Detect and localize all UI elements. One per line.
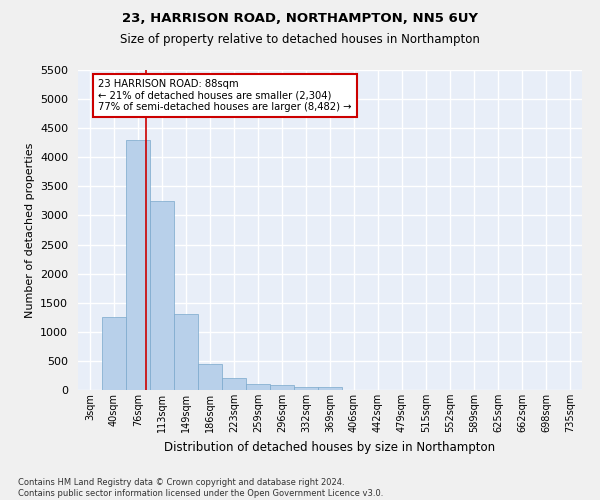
Bar: [294, 386, 318, 390]
Bar: [246, 384, 270, 390]
Bar: [126, 140, 150, 390]
X-axis label: Distribution of detached houses by size in Northampton: Distribution of detached houses by size …: [164, 440, 496, 454]
Bar: [222, 378, 246, 390]
Text: 23, HARRISON ROAD, NORTHAMPTON, NN5 6UY: 23, HARRISON ROAD, NORTHAMPTON, NN5 6UY: [122, 12, 478, 26]
Y-axis label: Number of detached properties: Number of detached properties: [25, 142, 35, 318]
Text: Contains HM Land Registry data © Crown copyright and database right 2024.
Contai: Contains HM Land Registry data © Crown c…: [18, 478, 383, 498]
Bar: [318, 387, 342, 390]
Bar: [150, 201, 174, 390]
Bar: [174, 314, 198, 390]
Text: 23 HARRISON ROAD: 88sqm
← 21% of detached houses are smaller (2,304)
77% of semi: 23 HARRISON ROAD: 88sqm ← 21% of detache…: [98, 78, 352, 112]
Bar: [270, 386, 294, 390]
Bar: [102, 318, 126, 390]
Bar: [198, 364, 222, 390]
Text: Size of property relative to detached houses in Northampton: Size of property relative to detached ho…: [120, 32, 480, 46]
